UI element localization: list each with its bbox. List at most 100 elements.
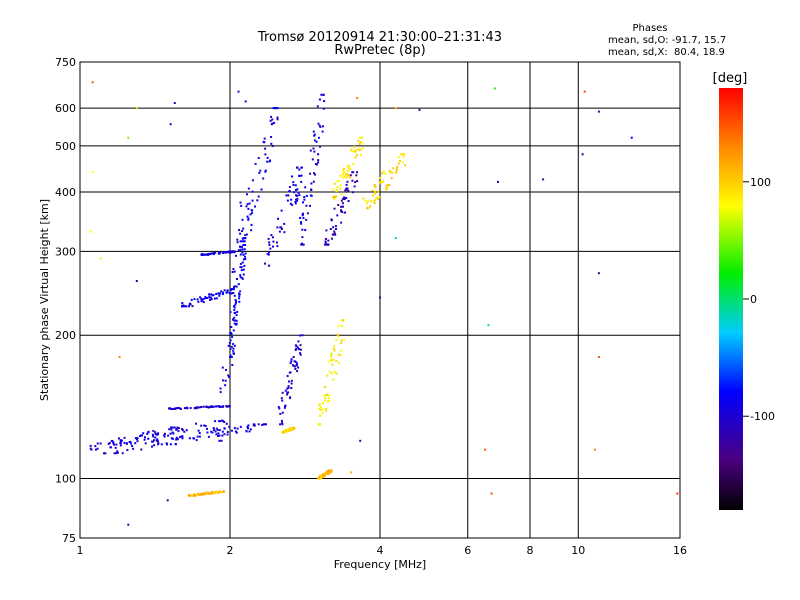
data-point bbox=[232, 288, 235, 291]
data-point bbox=[493, 87, 496, 90]
data-point bbox=[350, 471, 353, 474]
data-point bbox=[232, 268, 235, 270]
data-point bbox=[222, 379, 225, 382]
data-point bbox=[394, 237, 397, 240]
data-point bbox=[229, 354, 232, 357]
data-point bbox=[157, 440, 159, 443]
data-point bbox=[267, 237, 270, 240]
x-tick-label: 1 bbox=[77, 544, 84, 557]
data-point bbox=[173, 102, 176, 104]
data-point bbox=[374, 192, 377, 195]
data-point bbox=[94, 445, 97, 448]
data-point bbox=[291, 203, 294, 206]
data-point bbox=[324, 399, 327, 402]
data-point bbox=[324, 240, 327, 243]
data-point bbox=[268, 241, 271, 244]
data-point bbox=[289, 371, 292, 374]
data-point bbox=[123, 441, 126, 444]
data-point bbox=[273, 121, 276, 124]
data-point bbox=[300, 180, 303, 183]
data-point bbox=[89, 230, 92, 233]
data-point bbox=[239, 266, 242, 269]
data-point bbox=[247, 424, 250, 427]
data-point bbox=[276, 118, 279, 121]
data-point bbox=[193, 407, 196, 410]
data-point bbox=[193, 298, 196, 301]
data-point bbox=[226, 405, 229, 408]
data-point bbox=[296, 194, 299, 197]
data-point bbox=[119, 444, 122, 447]
data-point bbox=[231, 292, 234, 295]
data-point bbox=[298, 168, 301, 171]
data-point bbox=[229, 356, 232, 358]
data-point bbox=[319, 423, 321, 426]
data-point bbox=[347, 200, 350, 202]
data-point bbox=[235, 431, 238, 434]
data-point bbox=[334, 196, 337, 198]
data-point bbox=[328, 472, 331, 474]
data-point bbox=[132, 447, 135, 450]
data-point bbox=[154, 432, 157, 435]
data-points bbox=[89, 81, 679, 526]
data-point bbox=[217, 292, 220, 295]
data-point bbox=[280, 226, 283, 229]
data-point bbox=[337, 180, 340, 182]
data-point bbox=[270, 142, 273, 145]
data-point bbox=[288, 380, 290, 383]
data-point bbox=[265, 423, 267, 426]
data-point bbox=[257, 195, 260, 198]
data-point bbox=[339, 354, 342, 357]
x-tick-label: 10 bbox=[571, 544, 585, 557]
data-point bbox=[275, 107, 278, 110]
data-point bbox=[295, 347, 298, 350]
data-point bbox=[346, 165, 349, 168]
data-point bbox=[352, 162, 355, 165]
data-point bbox=[172, 437, 174, 440]
data-point bbox=[276, 241, 278, 244]
data-point bbox=[223, 433, 226, 436]
data-point bbox=[287, 428, 290, 431]
data-point bbox=[252, 424, 255, 427]
data-point bbox=[218, 252, 221, 255]
data-point bbox=[271, 145, 274, 147]
data-point bbox=[222, 405, 225, 408]
data-point bbox=[239, 253, 242, 256]
data-point bbox=[286, 393, 289, 396]
data-point bbox=[236, 427, 239, 430]
data-point bbox=[279, 423, 282, 426]
data-point bbox=[241, 245, 243, 248]
data-point bbox=[272, 240, 275, 243]
data-point bbox=[322, 93, 325, 96]
data-point bbox=[156, 438, 159, 441]
grid-lines bbox=[80, 62, 680, 538]
data-point bbox=[378, 196, 381, 199]
data-point bbox=[229, 289, 232, 292]
data-point bbox=[238, 295, 241, 298]
data-point bbox=[250, 223, 253, 226]
data-point bbox=[244, 252, 247, 255]
data-point bbox=[168, 428, 171, 431]
data-point bbox=[334, 233, 337, 236]
data-point bbox=[327, 394, 330, 397]
x-axis-label: Frequency [MHz] bbox=[334, 558, 426, 571]
data-point bbox=[152, 429, 155, 432]
data-point bbox=[490, 492, 493, 495]
data-point bbox=[292, 364, 294, 367]
data-point bbox=[342, 173, 345, 176]
data-point bbox=[219, 405, 222, 408]
data-point bbox=[240, 266, 243, 269]
data-point bbox=[317, 153, 320, 156]
data-point bbox=[337, 353, 340, 356]
data-point bbox=[241, 240, 243, 243]
data-point bbox=[169, 432, 172, 435]
data-point bbox=[142, 432, 145, 435]
x-tick-label: 16 bbox=[673, 544, 687, 557]
data-point bbox=[351, 179, 354, 182]
data-point bbox=[374, 190, 376, 193]
data-point bbox=[597, 110, 600, 113]
data-point bbox=[676, 492, 679, 495]
data-point bbox=[324, 474, 326, 477]
data-point bbox=[290, 360, 293, 363]
data-point bbox=[256, 199, 259, 202]
data-point bbox=[135, 280, 138, 282]
